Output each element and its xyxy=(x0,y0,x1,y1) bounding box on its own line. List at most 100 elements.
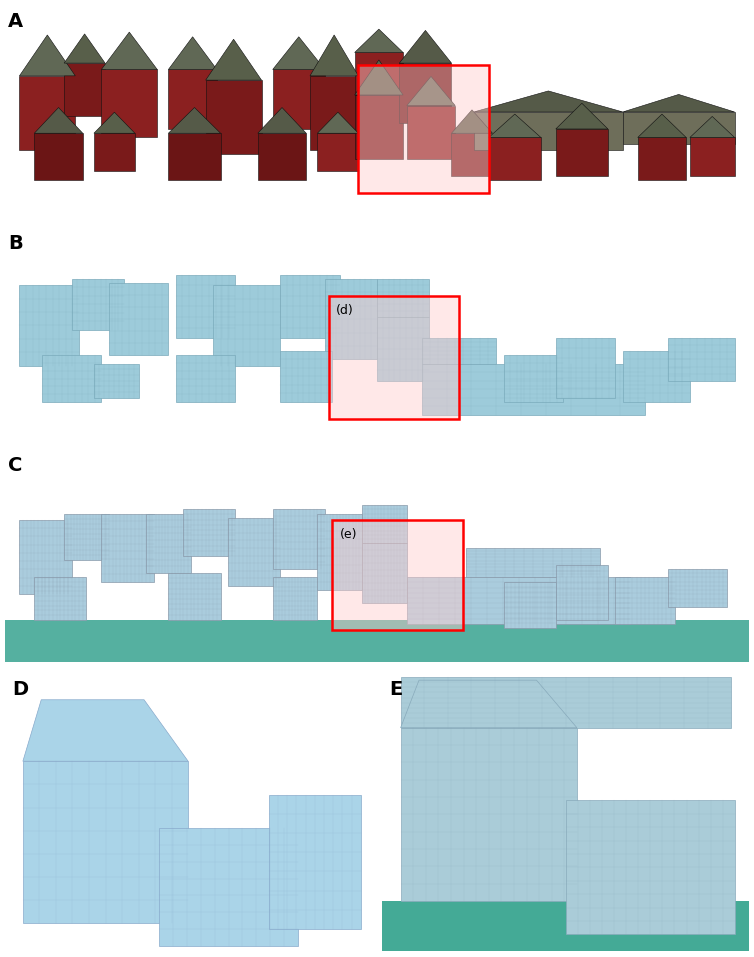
Bar xyxy=(556,565,608,620)
Bar xyxy=(168,70,217,129)
Polygon shape xyxy=(273,36,325,70)
Polygon shape xyxy=(20,35,75,76)
Bar xyxy=(20,76,75,150)
Bar xyxy=(168,133,221,180)
Bar xyxy=(35,133,83,180)
Polygon shape xyxy=(310,35,358,76)
Bar xyxy=(421,364,645,414)
Bar xyxy=(400,727,577,901)
Polygon shape xyxy=(35,107,83,133)
Polygon shape xyxy=(556,103,608,129)
Bar xyxy=(467,547,600,577)
Polygon shape xyxy=(317,112,358,133)
Bar xyxy=(504,582,556,628)
Bar xyxy=(280,351,333,402)
Bar xyxy=(358,65,489,192)
Bar xyxy=(101,70,158,138)
Polygon shape xyxy=(258,107,306,133)
Bar xyxy=(168,573,221,620)
Bar xyxy=(273,509,325,568)
Bar xyxy=(407,577,630,624)
Bar xyxy=(556,129,608,176)
Bar xyxy=(101,514,154,582)
Bar xyxy=(407,105,455,159)
Bar xyxy=(228,518,280,586)
Bar xyxy=(333,520,463,631)
Bar xyxy=(94,133,135,171)
Bar xyxy=(23,761,188,924)
Polygon shape xyxy=(452,110,492,133)
Polygon shape xyxy=(400,680,577,727)
Polygon shape xyxy=(354,60,403,95)
Bar xyxy=(615,577,675,624)
Bar xyxy=(5,620,749,662)
Bar xyxy=(273,70,325,129)
Bar xyxy=(258,133,306,180)
Bar xyxy=(358,65,489,192)
Bar xyxy=(362,544,407,603)
Bar xyxy=(556,338,615,398)
Text: (d): (d) xyxy=(336,304,354,318)
Bar xyxy=(109,283,168,355)
Polygon shape xyxy=(168,107,221,133)
Polygon shape xyxy=(623,95,734,112)
Polygon shape xyxy=(206,39,262,80)
Bar xyxy=(64,514,109,560)
Bar xyxy=(72,278,124,330)
Polygon shape xyxy=(638,114,686,138)
Bar xyxy=(213,285,280,366)
Bar xyxy=(273,577,317,620)
Bar xyxy=(64,63,105,116)
Bar xyxy=(269,794,360,929)
Bar xyxy=(317,133,358,171)
Bar xyxy=(94,364,139,398)
Text: A: A xyxy=(8,12,23,32)
Polygon shape xyxy=(489,114,541,138)
Polygon shape xyxy=(94,112,135,133)
Bar xyxy=(206,80,262,154)
Bar xyxy=(504,355,563,402)
Bar xyxy=(667,568,727,607)
Bar xyxy=(280,275,340,338)
Bar xyxy=(623,112,734,144)
Bar xyxy=(400,678,731,727)
Bar xyxy=(362,505,407,544)
Bar xyxy=(354,95,403,159)
Bar xyxy=(20,285,79,366)
Text: (e): (e) xyxy=(340,528,357,542)
Bar xyxy=(400,63,452,122)
Bar xyxy=(41,355,101,402)
Bar xyxy=(489,138,541,180)
Polygon shape xyxy=(474,91,623,112)
Bar xyxy=(159,829,299,946)
Bar xyxy=(310,76,358,150)
Bar xyxy=(377,317,429,381)
Polygon shape xyxy=(101,33,158,70)
Bar xyxy=(146,514,191,573)
Bar xyxy=(452,133,492,176)
Bar xyxy=(354,53,403,95)
Polygon shape xyxy=(23,700,188,761)
Bar xyxy=(325,278,377,360)
Bar xyxy=(183,509,235,556)
Text: B: B xyxy=(8,234,23,254)
Bar xyxy=(317,514,362,590)
Polygon shape xyxy=(400,31,452,63)
Bar xyxy=(623,351,690,402)
Bar xyxy=(474,112,623,150)
Bar xyxy=(20,520,72,594)
Bar xyxy=(377,278,429,317)
Polygon shape xyxy=(354,29,403,53)
Polygon shape xyxy=(168,36,217,70)
Polygon shape xyxy=(407,77,455,105)
Bar xyxy=(333,520,463,631)
Bar xyxy=(566,800,735,934)
Bar xyxy=(638,138,686,180)
Bar xyxy=(667,338,734,381)
Bar xyxy=(176,275,235,338)
Bar xyxy=(176,355,235,402)
Bar xyxy=(329,296,459,419)
Polygon shape xyxy=(64,33,105,63)
Bar xyxy=(329,296,459,419)
Bar xyxy=(35,577,87,620)
